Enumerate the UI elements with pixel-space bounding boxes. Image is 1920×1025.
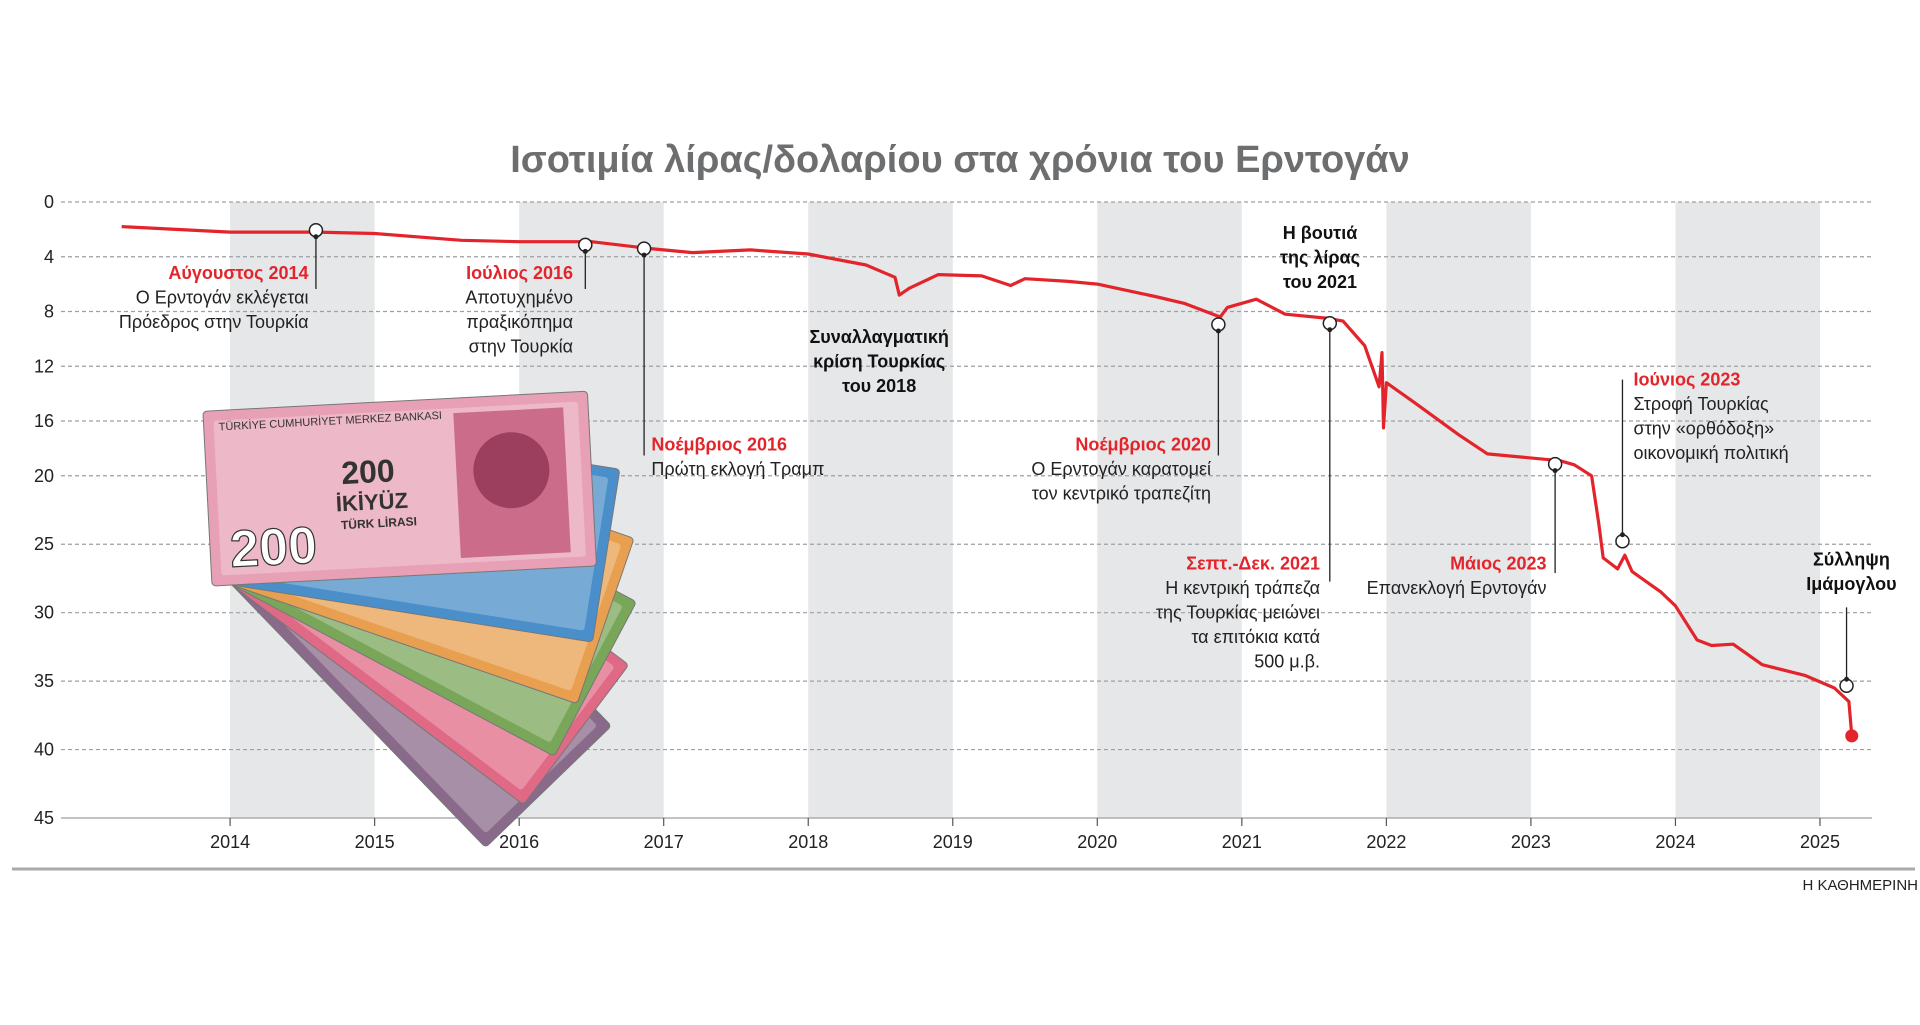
annotation-title: Νοέμβριος 2016 xyxy=(651,435,787,455)
annotation-text: της Τουρκίας μειώνει xyxy=(1156,602,1320,622)
annotation-text: 500 μ.β. xyxy=(1254,651,1320,671)
annotation-text: τον κεντρικό τραπεζίτη xyxy=(1032,484,1211,504)
y-tick-label: 35 xyxy=(34,671,54,691)
x-tick-label: 2024 xyxy=(1655,832,1695,852)
event-dot xyxy=(641,252,647,258)
source: Η ΚΑΘΗΜΕΡΙΝΗ xyxy=(1802,877,1918,894)
banknote-currency: TÜRK LİRASI xyxy=(341,513,418,532)
annotation-text: Συναλλαγματική xyxy=(809,327,948,347)
annotation-text: του 2018 xyxy=(842,376,916,396)
annotation-text: του 2021 xyxy=(1283,272,1357,292)
annotation-text: της λίρας xyxy=(1280,247,1360,267)
annotation-text: Επανεκλογή Ερντογάν xyxy=(1367,578,1547,598)
annotation-text: Ο Ερντογάν καρατομεί xyxy=(1031,459,1211,479)
year-band xyxy=(1386,202,1531,818)
annotation-title: Σεπτ.-Δεκ. 2021 xyxy=(1186,553,1320,573)
annotation-text: Στροφή Τουρκίας xyxy=(1633,394,1769,414)
annotation-title: Μάιος 2023 xyxy=(1450,553,1546,573)
annotation-text: Ιμάμογλου xyxy=(1806,574,1896,594)
chart-title: Ισοτιμία λίρας/δολαρίου στα χρόνια του Ε… xyxy=(510,139,1410,181)
annotation-text: Η κεντρική τράπεζα xyxy=(1165,578,1320,598)
year-band xyxy=(808,202,953,818)
x-tick-label: 2025 xyxy=(1800,832,1840,852)
annotation-text: οικονομική πολιτική xyxy=(1633,443,1788,463)
x-tick-label: 2016 xyxy=(499,832,539,852)
x-tick-label: 2014 xyxy=(210,832,250,852)
x-tick-label: 2015 xyxy=(355,832,395,852)
annotation-text: Σύλληψη xyxy=(1813,550,1890,570)
y-tick-label: 8 xyxy=(44,302,54,322)
annotation-text: στην «ορθόδοξη» xyxy=(1633,419,1774,439)
banknote-word: İKİYÜZ xyxy=(335,488,408,517)
event-dot xyxy=(1552,468,1558,474)
banknotes: 5102050100200TÜRKİYE CUMHURİYET MERKEZ B… xyxy=(202,390,636,847)
y-tick-label: 16 xyxy=(34,411,54,431)
year-bands xyxy=(230,202,1820,818)
x-tick-label: 2019 xyxy=(933,832,973,852)
banknote-value: 200 xyxy=(229,517,319,579)
event-dot xyxy=(1619,532,1625,538)
annotation-title: Ιούνιος 2023 xyxy=(1633,370,1740,390)
x-tick-label: 2018 xyxy=(788,832,828,852)
annotation-text: Ο Ερντογάν εκλέγεται xyxy=(136,288,309,308)
year-band xyxy=(1097,202,1242,818)
end-point xyxy=(1845,729,1859,743)
y-tick-label: 12 xyxy=(34,356,54,376)
year-band xyxy=(1675,202,1820,818)
banknote-big: 200 xyxy=(340,452,395,491)
annotations: Αύγουστος 2014 Ο Ερντογάν εκλέγεται Πρόεδρ… xyxy=(119,223,1897,693)
x-tick-label: 2017 xyxy=(644,832,684,852)
annotation-title: Αύγουστος 2014 xyxy=(168,263,308,283)
y-tick-label: 25 xyxy=(34,534,54,554)
y-tick-label: 40 xyxy=(34,740,54,760)
annotation-text: κρίση Τουρκίας xyxy=(813,351,945,371)
event-dot xyxy=(1215,328,1221,334)
annotation-title: Νοέμβριος 2020 xyxy=(1075,435,1211,455)
event-dot xyxy=(1327,327,1333,333)
annotation-title: Ιούλιος 2016 xyxy=(466,263,573,283)
event-dot xyxy=(313,234,319,240)
y-tick-label: 30 xyxy=(34,603,54,623)
annotation-text: στην Τουρκία xyxy=(469,337,573,357)
event-dot xyxy=(1844,676,1850,682)
annotation-text: Αποτυχημένο xyxy=(465,288,573,308)
x-tick-label: 2021 xyxy=(1222,832,1262,852)
annotation-text: Πρόεδρος στην Τουρκία xyxy=(119,312,309,332)
x-tick-label: 2022 xyxy=(1366,832,1406,852)
y-tick-label: 0 xyxy=(44,192,54,212)
annotation-text: Η βουτιά xyxy=(1283,223,1358,243)
annotation-text: πραξικόπημα xyxy=(466,312,573,332)
y-tick-label: 20 xyxy=(34,466,54,486)
event-dot xyxy=(582,248,588,254)
annotation-text: τα επιτόκια κατά xyxy=(1191,627,1320,647)
x-tick-label: 2020 xyxy=(1077,832,1117,852)
portrait-head xyxy=(473,432,550,509)
annotation-text: Πρώτη εκλογή Τραμπ xyxy=(651,459,824,479)
y-tick-label: 45 xyxy=(34,808,54,828)
x-tick-label: 2023 xyxy=(1511,832,1551,852)
y-tick-label: 4 xyxy=(44,247,54,267)
